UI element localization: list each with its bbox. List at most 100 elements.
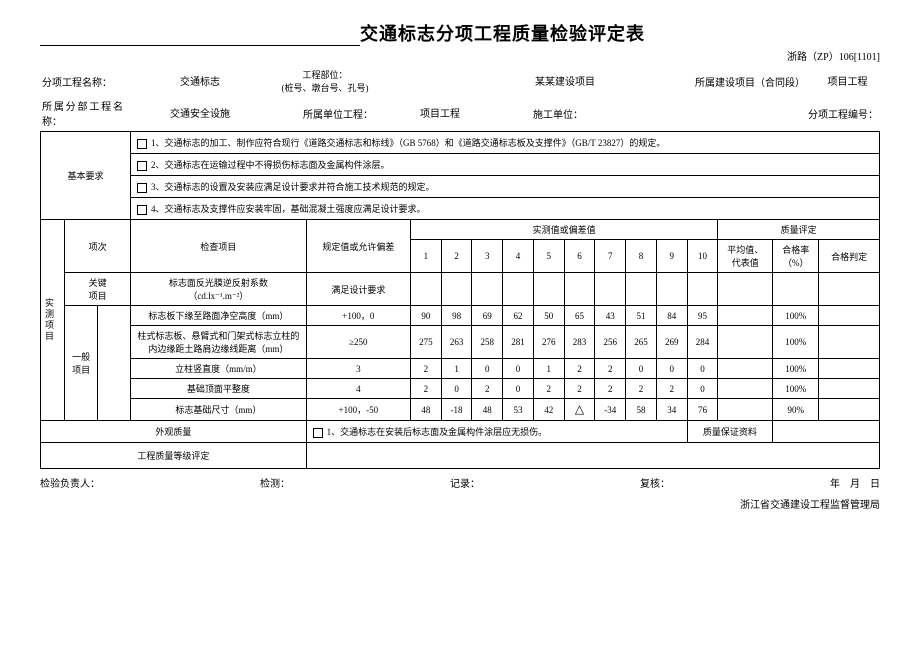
item-spec: +100，0 <box>306 306 410 326</box>
cell: 2 <box>564 359 595 379</box>
cell: 2 <box>472 379 503 399</box>
cell: 0 <box>441 379 472 399</box>
grade-row: 工程质量等级评定 <box>41 443 880 469</box>
spacer <box>98 326 131 359</box>
cell: 0 <box>472 359 503 379</box>
cell-verdict <box>819 273 880 306</box>
cell <box>626 273 657 306</box>
cell: 2 <box>626 379 657 399</box>
unit-project-label: 所属单位工程： <box>275 105 375 122</box>
col-spec: 规定值或允许偏差 <box>306 220 410 273</box>
cell: 84 <box>656 306 687 326</box>
cell-avg <box>718 399 773 421</box>
location-label: 工程部位： (桩号、墩台号、孔号) <box>275 67 375 95</box>
col-avg: 平均值、 代表值 <box>718 240 773 273</box>
cell <box>472 273 503 306</box>
construction-project: 某某建设项目 <box>505 72 625 90</box>
cell-rate: 90% <box>773 399 819 421</box>
location-value <box>375 80 505 83</box>
item-name: 立柱竖直度（mm/m） <box>131 359 307 379</box>
cell: 2 <box>656 379 687 399</box>
footer-org: 浙江省交通建设工程监督管理局 <box>40 496 880 511</box>
basic-req-label: 基本要求 <box>41 132 131 220</box>
cell: 265 <box>626 326 657 359</box>
cell: 0 <box>503 359 534 379</box>
cell-rate: 100% <box>773 306 819 326</box>
cell: 2 <box>533 379 564 399</box>
cell: 76 <box>687 399 718 421</box>
table-row: 基础顶面平整度 4 2020222220 100% <box>41 379 880 399</box>
cell: 2 <box>595 359 626 379</box>
table-row: 立柱竖直度（mm/m） 3 2100122000 100% <box>41 359 880 379</box>
appearance-label: 外观质量 <box>41 421 307 443</box>
req-3: 3、交通标志的设置及安装应满足设计要求并符合施工技术规范的规定。 <box>131 176 880 198</box>
cell-rate: 100% <box>773 359 819 379</box>
appearance-text: 1、交通标志在安装后标志面及金属构件涂层应无损伤。 <box>306 421 687 443</box>
division-name-value: 交通安全设施 <box>125 104 275 122</box>
cell-rate <box>773 273 819 306</box>
cell: 58 <box>626 399 657 421</box>
sub-project-no-label: 分项工程编号： <box>725 105 880 122</box>
cell: 0 <box>656 359 687 379</box>
cell-verdict <box>819 326 880 359</box>
cell: 98 <box>441 306 472 326</box>
cell-avg <box>718 359 773 379</box>
grade-label: 工程质量等级评定 <box>41 443 307 469</box>
table-row: 一般 项目 标志板下缘至路面净空高度（mm） +100，0 9098696250… <box>41 306 880 326</box>
date-label: 年 月 日 <box>830 475 880 490</box>
cell-rate: 100% <box>773 379 819 399</box>
cell-verdict <box>819 306 880 326</box>
cell: 283 <box>564 326 595 359</box>
cell: 2 <box>595 379 626 399</box>
cell: 34 <box>656 399 687 421</box>
item-spec: 满足设计要求 <box>306 273 410 306</box>
checkbox-icon <box>137 183 147 193</box>
contractor-label: 施工单位： <box>505 105 585 122</box>
division-name-label: 所属分部工程名称： <box>40 97 125 129</box>
cell: 275 <box>410 326 441 359</box>
req-2: 2、交通标志在运输过程中不得损伤标志面及金属构件涂层。 <box>131 154 880 176</box>
contractor-value <box>585 112 685 115</box>
triangle-icon: △ <box>575 402 584 417</box>
item-name: 标志面反光膜逆反射系数 （cd.lx⁻¹.m⁻²） <box>131 273 307 306</box>
cell: 50 <box>533 306 564 326</box>
col-n10: 10 <box>687 240 718 273</box>
spacer <box>98 399 131 421</box>
sub-project-name-label: 分项工程名称： <box>40 73 125 90</box>
col-n4: 4 <box>503 240 534 273</box>
footer-signatures: 检验负责人： 检测： 记录： 复核： 年 月 日 <box>40 475 880 490</box>
table-row: 标志基础尺寸（mm） +100，-50 48-18485342△-3458347… <box>41 399 880 421</box>
qa-value <box>773 421 880 443</box>
belong-project-label: 所属建设项目（合同段） <box>685 73 815 90</box>
tester-label: 检测： <box>260 475 290 490</box>
main-table: 基本要求 1、交通标志的加工、制作应符合现行《道路交通标志和标线》（GB 576… <box>40 131 880 469</box>
key-item-label: 关键 项目 <box>65 273 131 306</box>
cell: 258 <box>472 326 503 359</box>
col-n7: 7 <box>595 240 626 273</box>
project-eng: 项目工程 <box>815 72 880 90</box>
cell: 0 <box>503 379 534 399</box>
table-row: 关键 项目 标志面反光膜逆反射系数 （cd.lx⁻¹.m⁻²） 满足设计要求 <box>41 273 880 306</box>
cell: 0 <box>626 359 657 379</box>
spacer <box>98 359 131 379</box>
unit-project-value: 项目工程 <box>375 104 505 122</box>
recorder-label: 记录： <box>450 475 480 490</box>
qa-label: 质量保证资料 <box>687 421 773 443</box>
col-n8: 8 <box>626 240 657 273</box>
basic-req-row: 基本要求 1、交通标志的加工、制作应符合现行《道路交通标志和标线》（GB 576… <box>41 132 880 154</box>
table-row: 柱式标志板、悬臂式和门架式标志立柱的 内边缘距土路肩边缘线距离（mm） ≥250… <box>41 326 880 359</box>
cell: 2 <box>410 359 441 379</box>
item-spec: +100，-50 <box>306 399 410 421</box>
col-n9: 9 <box>656 240 687 273</box>
inspector-label: 检验负责人： <box>40 475 100 490</box>
cell: -34 <box>595 399 626 421</box>
col-n6: 6 <box>564 240 595 273</box>
item-spec: 4 <box>306 379 410 399</box>
measured-items-label: 实测项目 <box>41 220 65 421</box>
general-item-label: 一般 项目 <box>65 306 98 421</box>
cell-verdict <box>819 399 880 421</box>
cell-rate: 100% <box>773 326 819 359</box>
cell: 0 <box>687 359 718 379</box>
col-verdict: 合格判定 <box>819 240 880 273</box>
spacer <box>98 306 131 326</box>
